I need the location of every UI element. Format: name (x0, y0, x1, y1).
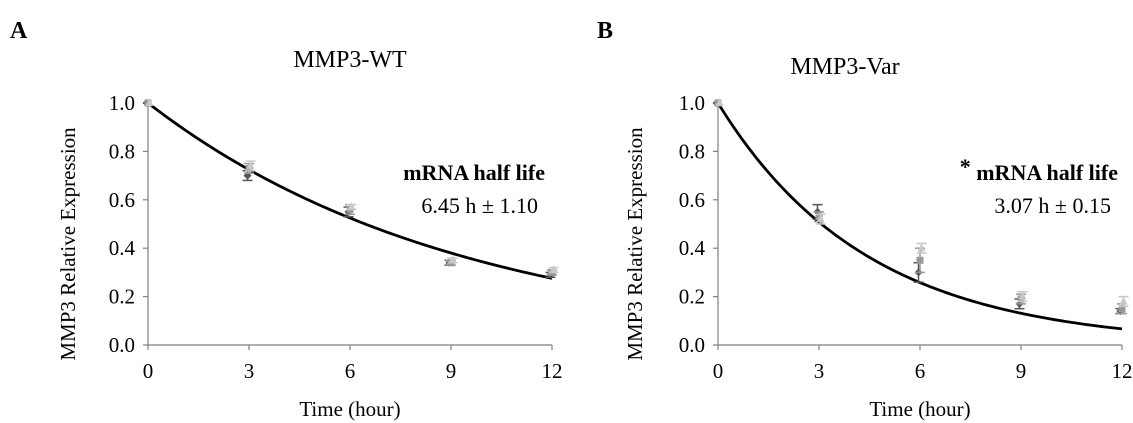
half-life-value: 6.45 h ± 1.10 (421, 193, 538, 218)
data-series (142, 99, 556, 279)
half-life-annotation: * mRNA half life (960, 154, 1119, 185)
data-point (715, 98, 724, 106)
y-tick-label: 1.0 (109, 91, 135, 115)
data-point (549, 264, 558, 273)
y-tick-label: 0.6 (109, 188, 135, 212)
data-point (246, 160, 255, 169)
x-tick-label: 9 (446, 359, 457, 383)
half-life-title: mRNA half life (976, 160, 1118, 185)
x-tick-label: 6 (345, 359, 356, 383)
y-tick-label: 0.4 (109, 236, 136, 260)
y-tick-label: 0.6 (679, 188, 705, 212)
y-tick-label: 0.8 (109, 139, 135, 163)
y-axis-label: MMP3 Relative Expression (56, 127, 80, 361)
panel-b: B MMP3-Var 0.0 0.2 0.4 0.6 0.8 1.0 0 3 6 9 12 Time (h… (597, 18, 1133, 421)
panel-letter: B (597, 18, 613, 44)
y-tick-label: 0.0 (679, 333, 705, 357)
x-axis-label: Time (hour) (869, 397, 970, 421)
data-series (144, 99, 557, 276)
y-tick-label: 0.0 (109, 333, 135, 357)
panel-letter: A (10, 18, 28, 44)
significance-marker: * (960, 154, 971, 179)
data-point (1119, 296, 1128, 305)
half-life-title: mRNA half life (403, 160, 545, 185)
half-life-annotation: mRNA half life (403, 160, 545, 185)
x-tick-label: 0 (713, 359, 724, 383)
data-point (917, 243, 926, 252)
y-tick-label: 0.8 (679, 139, 705, 163)
y-tick-label: 1.0 (679, 91, 705, 115)
data-series (145, 98, 559, 274)
x-axis-label: Time (hour) (299, 397, 400, 421)
x-tick-label: 0 (143, 359, 154, 383)
data-point (145, 98, 154, 106)
x-tick-label: 6 (915, 359, 926, 383)
data-point (1018, 291, 1027, 300)
fit-curve (147, 101, 553, 280)
chart-title: MMP3-WT (293, 47, 407, 73)
data-point (816, 214, 825, 223)
half-life-value: 3.07 h ± 0.15 (994, 193, 1111, 218)
y-tick-label: 0.2 (109, 285, 135, 309)
data-point (448, 255, 457, 264)
data-point (916, 256, 924, 264)
x-tick-label: 3 (814, 359, 825, 383)
y-tick-label: 0.2 (679, 285, 705, 309)
y-tick-label: 0.4 (679, 236, 706, 260)
data-series (715, 98, 1129, 308)
x-tick-label: 9 (1016, 359, 1027, 383)
y-axis-label: MMP3 Relative Expression (623, 127, 647, 361)
x-tick-label: 3 (244, 359, 255, 383)
x-tick-label: 12 (1112, 359, 1133, 383)
chart-title: MMP3-Var (790, 54, 899, 80)
panel-a: A MMP3-WT 0.0 0.2 0.4 0.6 0.8 1.0 0 3 6 9 12 Time (ho… (10, 18, 563, 421)
data-point (347, 202, 356, 211)
x-tick-label: 12 (542, 359, 563, 383)
